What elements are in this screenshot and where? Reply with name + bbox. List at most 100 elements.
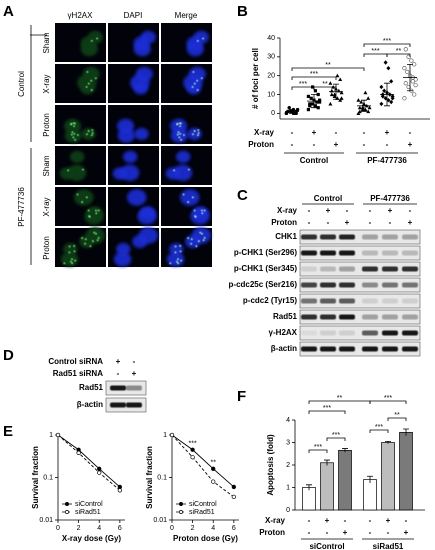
y-tick-label: 20 <box>267 73 275 80</box>
condition-sign: - <box>409 128 412 137</box>
nucleus <box>70 150 85 163</box>
nucleus <box>60 251 79 267</box>
data-point <box>211 479 216 484</box>
condition-sign: - <box>389 218 392 227</box>
focus <box>93 231 96 234</box>
nucleus <box>126 189 147 206</box>
focus <box>91 132 94 134</box>
data-point <box>313 104 317 108</box>
condition-sign: - <box>308 516 311 525</box>
data-point <box>357 109 362 114</box>
focus <box>174 245 177 248</box>
data-point <box>316 106 320 110</box>
row-label: X-ray <box>42 197 51 216</box>
significance-bracket <box>369 400 407 404</box>
significance-bracket <box>313 86 337 90</box>
focus <box>192 71 195 73</box>
data-point <box>190 455 195 460</box>
nucleus <box>179 189 200 206</box>
focus <box>203 236 206 239</box>
data-point <box>357 105 362 110</box>
band <box>301 314 317 320</box>
band <box>320 346 336 352</box>
condition-sign: - <box>327 218 330 227</box>
focus <box>71 262 74 265</box>
bar <box>338 450 352 511</box>
focus <box>197 240 200 243</box>
condition-sign: + <box>404 528 409 537</box>
condition-sign: - <box>117 369 120 378</box>
blot-header: Control <box>314 194 342 203</box>
focus <box>176 122 179 125</box>
band <box>339 314 355 320</box>
focus <box>179 132 182 135</box>
significance-label: *** <box>299 81 307 88</box>
focus <box>169 262 172 265</box>
band <box>402 298 418 304</box>
significance-label: ** <box>337 395 343 402</box>
data-point <box>390 96 395 101</box>
band <box>382 314 398 320</box>
y-tick-label: 0.01 <box>153 517 167 524</box>
nucleus <box>63 243 78 256</box>
band <box>402 330 418 336</box>
data-point <box>382 88 387 93</box>
band <box>382 298 398 304</box>
band <box>339 346 355 352</box>
data-point <box>386 65 391 71</box>
nucleus <box>176 150 191 163</box>
legend-marker <box>65 502 69 506</box>
condition-sign: + <box>326 206 331 215</box>
panel-letter: D <box>3 347 14 364</box>
band <box>362 298 378 304</box>
bar <box>302 487 316 511</box>
focus <box>199 231 202 234</box>
nucleus <box>135 66 153 82</box>
focus <box>68 251 71 254</box>
band <box>339 250 355 256</box>
data-point <box>190 447 195 452</box>
blot-label: Rad51 <box>273 312 298 321</box>
band <box>402 250 418 256</box>
condition-sign: - <box>387 528 390 537</box>
data-point <box>231 484 236 490</box>
focus <box>73 132 76 135</box>
legend-label: siControl <box>75 501 103 508</box>
condition-label: X-ray <box>277 206 298 215</box>
x-tick-label: 2 <box>191 525 195 532</box>
data-point <box>403 47 408 52</box>
condition-sign: - <box>291 140 294 149</box>
micrograph <box>108 105 159 144</box>
focus <box>91 240 94 243</box>
data-point <box>287 105 291 110</box>
nucleus <box>64 118 82 134</box>
condition-label: X-ray <box>265 516 286 525</box>
nucleus <box>170 118 188 134</box>
significance-label: ** <box>325 62 331 69</box>
panel-letter: A <box>3 3 14 20</box>
nucleus <box>73 189 94 206</box>
focus <box>86 71 89 73</box>
focus <box>201 232 203 235</box>
focus <box>182 193 185 196</box>
blot-label: p-cdc2 (Tyr15) <box>243 296 297 305</box>
band <box>402 266 418 272</box>
data-point <box>231 494 236 500</box>
micrograph <box>108 187 159 226</box>
band <box>362 282 378 288</box>
blot-label: CHK1 <box>275 232 297 241</box>
data-point <box>356 98 361 102</box>
condition-sign: - <box>326 528 329 537</box>
blot-label: Rad51 <box>79 383 104 392</box>
data-point <box>76 450 81 456</box>
condition-sign: - <box>291 128 294 137</box>
data-point <box>359 100 364 104</box>
band <box>402 346 418 352</box>
y-axis-label: Survival fraction <box>31 446 40 509</box>
y-tick-label: 40 <box>267 35 275 42</box>
data-point <box>366 96 371 100</box>
data-point <box>315 100 319 104</box>
focus <box>90 79 93 82</box>
focus <box>203 209 206 212</box>
series-line <box>171 434 235 498</box>
